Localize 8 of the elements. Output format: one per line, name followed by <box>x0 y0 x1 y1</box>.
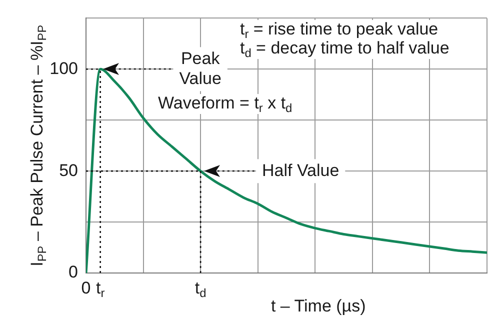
x-tick-label: 0 <box>81 278 91 298</box>
y-axis-title: IPP – Peak Pulse Current – %IPP <box>28 24 50 266</box>
annotation: Half Value <box>262 160 340 180</box>
y-tick-label: 50 <box>59 160 78 180</box>
annotation: Peak Value <box>179 48 222 88</box>
x-axis-title: t – Time (µs) <box>270 296 366 316</box>
y-tick-label: 0 <box>68 262 78 282</box>
y-tick-label: 100 <box>50 58 78 78</box>
